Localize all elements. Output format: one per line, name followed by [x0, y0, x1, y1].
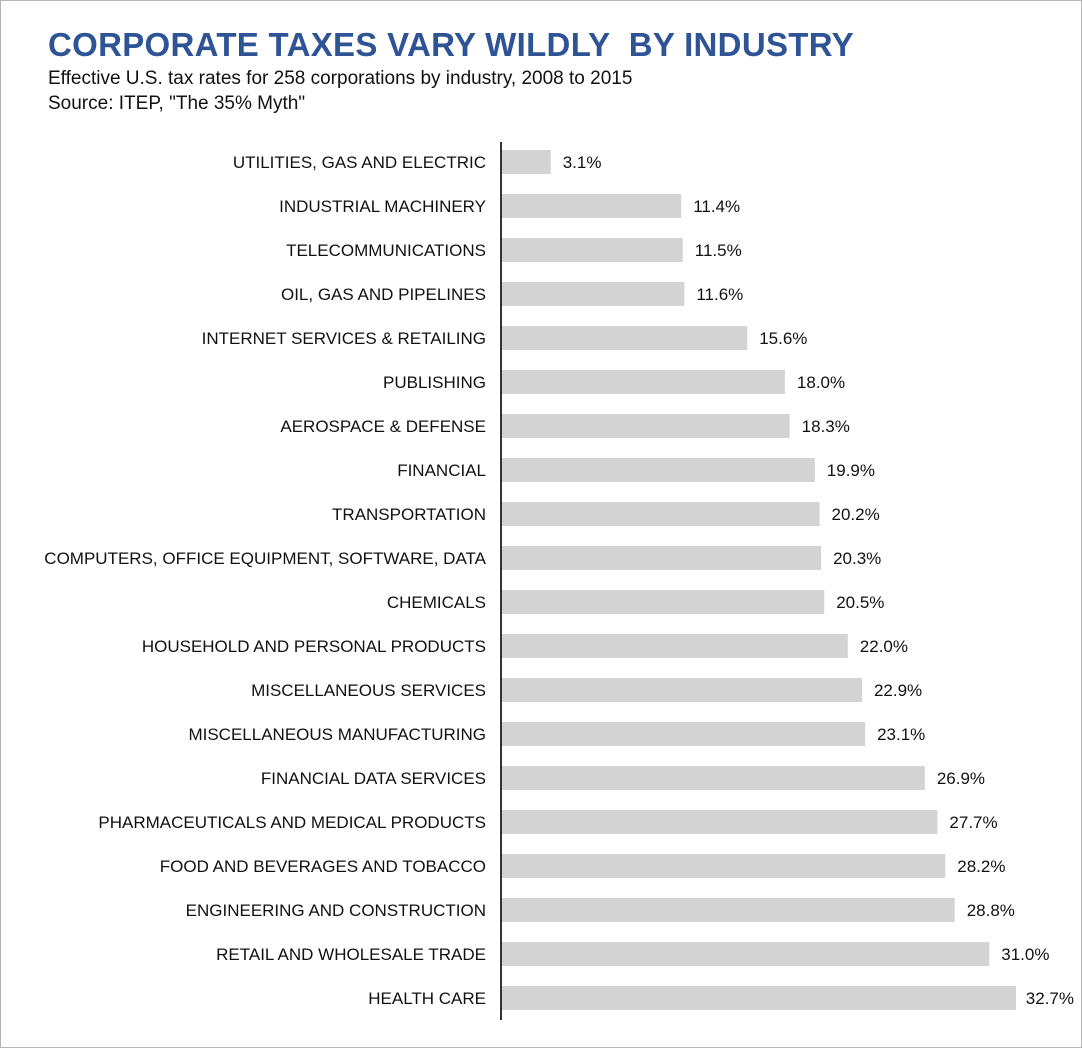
chart-source: Source: ITEP, "The 35% Myth"	[48, 93, 306, 114]
category-label: HEALTH CARE	[368, 989, 486, 1008]
chart-title: CORPORATE TAXES VARY WILDLY BY INDUSTRY	[48, 26, 854, 63]
category-label: FINANCIAL DATA SERVICES	[261, 769, 486, 788]
value-label: 20.3%	[833, 549, 881, 568]
category-label: UTILITIES, GAS AND ELECTRIC	[233, 153, 486, 172]
value-label: 22.9%	[874, 681, 922, 700]
category-label: PHARMACEUTICALS AND MEDICAL PRODUCTS	[98, 813, 486, 832]
category-label: AEROSPACE & DEFENSE	[280, 417, 486, 436]
value-label: 18.0%	[797, 373, 845, 392]
value-label: 15.6%	[759, 329, 807, 348]
bar	[502, 194, 682, 218]
bar	[502, 150, 551, 174]
bar	[502, 898, 955, 922]
category-labels-group: UTILITIES, GAS AND ELECTRIC INDUSTRIAL MA…	[44, 153, 486, 1008]
bar	[502, 854, 946, 878]
value-label: 23.1%	[877, 725, 925, 744]
bar	[502, 282, 685, 306]
category-label: OIL, GAS AND PIPELINES	[281, 285, 486, 304]
category-label: PUBLISHING	[383, 373, 486, 392]
category-label: ENGINEERING AND CONSTRUCTION	[186, 901, 486, 920]
bar	[502, 502, 820, 526]
bar	[502, 634, 848, 658]
bar	[502, 722, 866, 746]
value-label: 19.9%	[827, 461, 875, 480]
value-label: 18.3%	[802, 417, 850, 436]
value-label: 26.9%	[937, 769, 985, 788]
bar	[502, 326, 748, 350]
bar	[502, 458, 815, 482]
bar	[502, 414, 790, 438]
chart-subtitle: Effective U.S. tax rates for 258 corpora…	[48, 68, 633, 89]
bar	[502, 678, 862, 702]
category-label: INDUSTRIAL MACHINERY	[279, 197, 486, 216]
category-label: HOUSEHOLD AND PERSONAL PRODUCTS	[142, 637, 486, 656]
value-label: 11.5%	[695, 241, 742, 260]
bar	[502, 370, 785, 394]
category-label: FOOD AND BEVERAGES AND TOBACCO	[160, 857, 486, 876]
category-label: COMPUTERS, OFFICE EQUIPMENT, SOFTWARE, D…	[44, 549, 486, 568]
value-label: 20.5%	[836, 593, 884, 612]
value-label: 32.7%	[1026, 989, 1074, 1008]
category-label: CHEMICALS	[387, 593, 486, 612]
bar	[502, 546, 822, 570]
category-label: FINANCIAL	[397, 461, 486, 480]
category-label: MISCELLANEOUS SERVICES	[251, 681, 486, 700]
value-label: 28.2%	[957, 857, 1005, 876]
value-label: 11.4%	[693, 197, 740, 216]
category-label: TELECOMMUNICATIONS	[286, 241, 486, 260]
bar	[502, 810, 938, 834]
value-label: 11.6%	[696, 285, 743, 304]
bar	[502, 590, 825, 614]
bar	[502, 766, 925, 790]
bar	[502, 942, 990, 966]
bar	[502, 238, 683, 262]
bar	[502, 986, 1016, 1010]
category-label: RETAIL AND WHOLESALE TRADE	[216, 945, 486, 964]
value-label: 22.0%	[860, 637, 908, 656]
value-label: 28.8%	[967, 901, 1015, 920]
value-label: 27.7%	[949, 813, 997, 832]
value-label: 31.0%	[1001, 945, 1049, 964]
bars-group	[502, 150, 1016, 1010]
category-label: MISCELLANEOUS MANUFACTURING	[188, 725, 486, 744]
value-label: 20.2%	[832, 505, 880, 524]
value-label: 3.1%	[563, 153, 602, 172]
category-label: TRANSPORTATION	[332, 505, 486, 524]
category-label: INTERNET SERVICES & RETAILING	[202, 329, 486, 348]
value-labels-group: 3.1% 11.4% 11.5% 11.6% 15.6% 18.0% 18.3% 19.9% 2…	[563, 153, 1074, 1008]
